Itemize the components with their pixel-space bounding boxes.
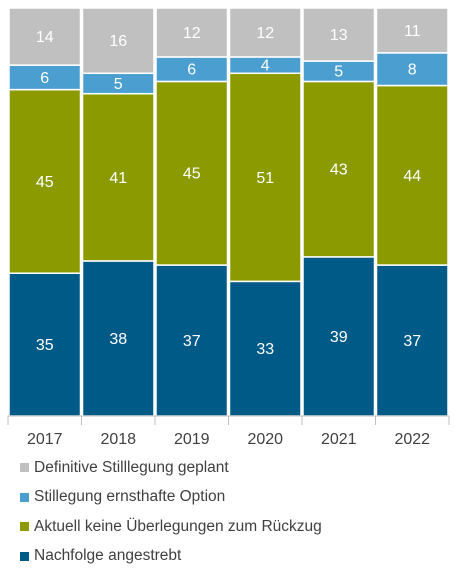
bar-segment [228,72,302,283]
legend-item-definitive-stilllegung: Definitive Stilllegung geplant [20,453,322,483]
bar-segment [81,92,155,262]
data-label: 39 [330,329,348,346]
legend-item-nachfolge: Nachfolge angestrebt [20,542,322,571]
bar-segment [8,88,82,274]
bar-segment [81,7,155,75]
data-label: 44 [403,168,421,185]
data-label: 12 [183,25,201,42]
data-label: 5 [114,76,123,93]
data-label: 38 [109,331,127,348]
data-label: 6 [40,70,49,87]
data-label: 13 [330,27,348,44]
bar-segment [302,7,376,62]
data-label: 12 [256,25,274,42]
bar-segment [81,260,155,417]
bar-segment [375,7,449,54]
x-tick-label: 2018 [100,431,136,448]
data-label: 35 [36,337,54,354]
data-label: 43 [330,162,348,179]
legend: Definitive Stilllegung geplant Stillegun… [20,453,322,571]
bar-segment [8,272,82,417]
data-label: 37 [183,333,201,350]
data-label: 51 [256,170,274,187]
legend-item-keine-ueberlegungen: Aktuell keine Überlegungen zum Rückzug [20,512,322,542]
bar-segment [155,264,229,417]
data-label: 45 [183,166,201,183]
x-tick-label: 2022 [394,431,430,448]
data-label: 5 [334,64,343,81]
bar-segment [228,280,302,417]
bar-segment [375,264,449,417]
bar-segment [155,56,229,83]
x-tick-label: 2017 [27,431,63,448]
x-tick-label: 2020 [247,431,283,448]
data-label: 16 [109,33,127,50]
legend-swatch [20,522,29,532]
legend-swatch [20,463,29,473]
data-label: 37 [403,333,421,350]
data-label: 41 [109,170,127,187]
bar-segment [155,80,229,266]
bars-layer: 35 45 6 14 38 41 5 16 37 45 6 12 33 51 4 12 39 43 5 13 37 44 8… [8,7,449,417]
bar-segment [302,80,376,258]
legend-swatch [20,492,29,502]
data-label: 11 [404,23,421,40]
bar-segment [8,64,82,91]
legend-label: Definitive Stilllegung geplant [34,458,229,476]
x-tick-label: 2021 [321,431,357,448]
data-label: 14 [36,29,54,46]
data-label: 33 [256,341,274,358]
x-tick-label: 2019 [174,431,210,448]
bar-segment [375,52,449,87]
data-label: 6 [187,62,196,79]
bar-segment [228,7,302,58]
legend-label: Nachfolge angestrebt [34,547,182,565]
data-label: 45 [36,174,54,191]
data-label: 4 [261,58,270,75]
legend-item-stillegung-option: Stillegung ernsthafte Option [20,483,322,513]
bar-segment [155,7,229,58]
x-axis: 2017 2018 2019 2020 2021 2022 [7,415,450,448]
data-label: 8 [408,62,417,79]
legend-swatch [20,551,29,561]
legend-label: Aktuell keine Überlegungen zum Rückzug [34,517,322,535]
bar-segment [8,7,82,66]
legend-label: Stillegung ernsthafte Option [34,488,226,506]
